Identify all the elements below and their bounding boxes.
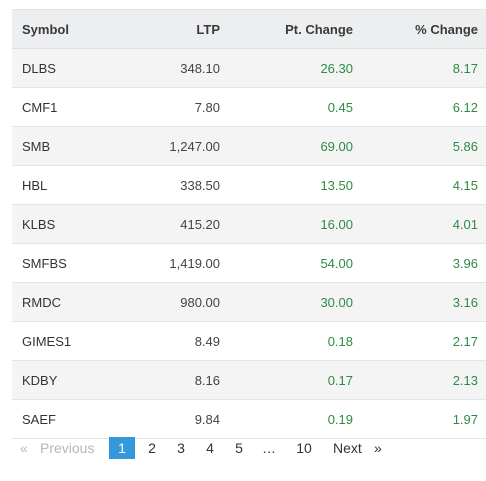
table-row[interactable]: HBL 338.50 13.50 4.15 <box>12 165 486 205</box>
cell-pt-change: 54.00 <box>220 243 353 283</box>
cell-symbol: DLBS <box>12 48 122 88</box>
cell-pct-change: 3.16 <box>353 282 486 322</box>
cell-ltp: 338.50 <box>122 165 220 205</box>
cell-symbol: KLBS <box>12 204 122 244</box>
cell-symbol: CMF1 <box>12 87 122 127</box>
header-ltp[interactable]: LTP <box>122 9 220 49</box>
cell-pt-change: 13.50 <box>220 165 353 205</box>
table-row[interactable]: SAEF 9.84 0.19 1.97 <box>12 399 486 439</box>
cell-symbol: SAEF <box>12 399 122 439</box>
cell-ltp: 8.49 <box>122 321 220 361</box>
cell-symbol: SMB <box>12 126 122 166</box>
pagination-ellipsis: … <box>262 440 276 456</box>
cell-symbol: HBL <box>12 165 122 205</box>
table-row[interactable]: CMF1 7.80 0.45 6.12 <box>12 87 486 127</box>
next-page-link[interactable]: Next <box>333 440 362 456</box>
cell-pct-change: 8.17 <box>353 48 486 88</box>
page-link-3[interactable]: 3 <box>177 440 185 456</box>
cell-pct-change: 2.17 <box>353 321 486 361</box>
previous-page-link[interactable]: Previous <box>40 440 95 456</box>
cell-ltp: 8.16 <box>122 360 220 400</box>
table-row[interactable]: DLBS 348.10 26.30 8.17 <box>12 48 486 88</box>
cell-ltp: 1,419.00 <box>122 243 220 283</box>
header-pt-change[interactable]: Pt. Change <box>220 9 353 49</box>
cell-pt-change: 0.45 <box>220 87 353 127</box>
cell-pt-change: 0.17 <box>220 360 353 400</box>
table-row[interactable]: RMDC 980.00 30.00 3.16 <box>12 282 486 322</box>
page-link-1[interactable]: 1 <box>109 437 135 459</box>
pagination: « Previous 1 2 3 4 5 … 10 Next » <box>0 437 486 459</box>
page-link-10[interactable]: 10 <box>296 440 312 456</box>
cell-ltp: 7.80 <box>122 87 220 127</box>
next-arrow-icon[interactable]: » <box>374 440 382 456</box>
cell-pct-change: 4.15 <box>353 165 486 205</box>
table-header-row: Symbol LTP Pt. Change % Change <box>12 9 486 49</box>
table-body: DLBS 348.10 26.30 8.17 CMF1 7.80 0.45 6.12 SMB 1,… <box>12 48 486 439</box>
table-row[interactable]: KLBS 415.20 16.00 4.01 <box>12 204 486 244</box>
page-link-5[interactable]: 5 <box>235 440 243 456</box>
cell-pct-change: 4.01 <box>353 204 486 244</box>
cell-pt-change: 16.00 <box>220 204 353 244</box>
header-symbol[interactable]: Symbol <box>12 9 122 49</box>
cell-pct-change: 6.12 <box>353 87 486 127</box>
cell-pct-change: 2.13 <box>353 360 486 400</box>
previous-arrow-icon: « <box>20 440 28 456</box>
header-pct-change[interactable]: % Change <box>353 9 486 49</box>
cell-pt-change: 0.18 <box>220 321 353 361</box>
cell-ltp: 348.10 <box>122 48 220 88</box>
table-row[interactable]: SMB 1,247.00 69.00 5.86 <box>12 126 486 166</box>
cell-symbol: SMFBS <box>12 243 122 283</box>
page-link-4[interactable]: 4 <box>206 440 214 456</box>
cell-pt-change: 30.00 <box>220 282 353 322</box>
cell-pct-change: 1.97 <box>353 399 486 439</box>
table-row[interactable]: KDBY 8.16 0.17 2.13 <box>12 360 486 400</box>
page-link-2[interactable]: 2 <box>148 440 156 456</box>
cell-symbol: KDBY <box>12 360 122 400</box>
cell-ltp: 9.84 <box>122 399 220 439</box>
cell-ltp: 1,247.00 <box>122 126 220 166</box>
top-gainers-table: Symbol LTP Pt. Change % Change DLBS 348.1… <box>12 9 486 439</box>
cell-pct-change: 3.96 <box>353 243 486 283</box>
cell-symbol: RMDC <box>12 282 122 322</box>
table-row[interactable]: GIMES1 8.49 0.18 2.17 <box>12 321 486 361</box>
cell-pt-change: 0.19 <box>220 399 353 439</box>
cell-pct-change: 5.86 <box>353 126 486 166</box>
cell-pt-change: 69.00 <box>220 126 353 166</box>
cell-pt-change: 26.30 <box>220 48 353 88</box>
cell-symbol: GIMES1 <box>12 321 122 361</box>
table-row[interactable]: SMFBS 1,419.00 54.00 3.96 <box>12 243 486 283</box>
cell-ltp: 415.20 <box>122 204 220 244</box>
cell-ltp: 980.00 <box>122 282 220 322</box>
